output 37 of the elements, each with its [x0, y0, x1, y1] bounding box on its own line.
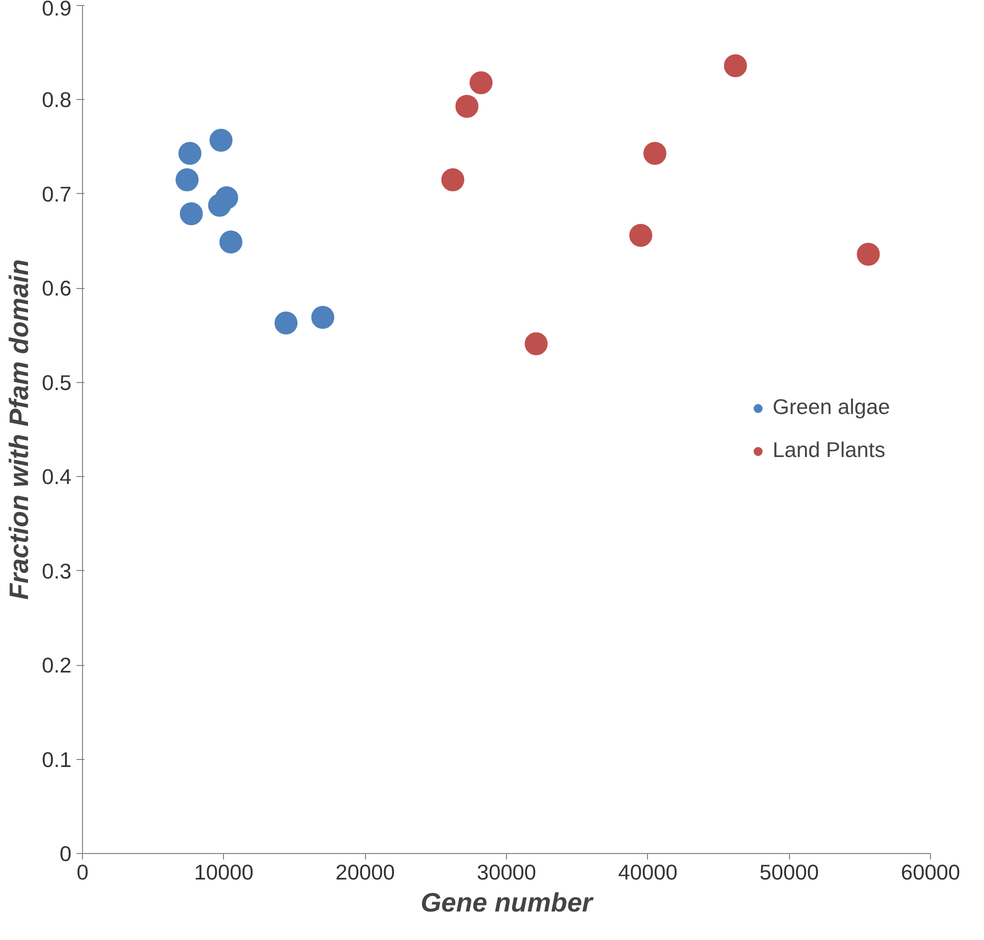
point: [856, 242, 880, 266]
legend-label: Land Plants: [772, 438, 886, 463]
y-tick-label: 0.7: [42, 182, 72, 206]
x-tick-label: 10000: [194, 860, 254, 884]
x-tick-label: 20000: [336, 860, 395, 884]
y-tick-label: 0.5: [42, 370, 72, 395]
point: [180, 202, 203, 226]
y-tick-label: 0.3: [42, 559, 72, 584]
point: [470, 71, 493, 94]
point: [274, 312, 298, 335]
point: [311, 306, 334, 329]
y-axis-title: Fraction with Pfam domain: [4, 259, 34, 600]
point: [643, 142, 666, 165]
x-tick-label: 60000: [900, 860, 960, 884]
point: [629, 224, 652, 247]
x-axis-title: Gene number: [420, 888, 594, 918]
y-tick-label: 0.4: [42, 465, 72, 490]
y-tick-label: 0: [60, 842, 72, 866]
legend-label: Green algae: [772, 395, 890, 420]
y-tick-label: 0.1: [42, 748, 72, 772]
point: [524, 332, 548, 356]
y-tick-label: 0.9: [42, 0, 72, 20]
point: [724, 54, 747, 78]
x-tick-label: 40000: [618, 860, 678, 884]
x-tick-label: 30000: [476, 860, 536, 884]
point: [219, 230, 242, 254]
point: [455, 94, 478, 118]
y-tick-label: 0.2: [42, 654, 72, 678]
point: [215, 186, 238, 210]
point: [441, 168, 464, 192]
x-tick-label: 50000: [760, 860, 819, 884]
y-tick-label: 0.6: [42, 276, 72, 301]
x-tick-label: 0: [76, 860, 89, 884]
point: [178, 142, 202, 165]
y-tick-label: 0.8: [42, 88, 72, 112]
point: [210, 128, 233, 152]
point: [176, 168, 199, 192]
